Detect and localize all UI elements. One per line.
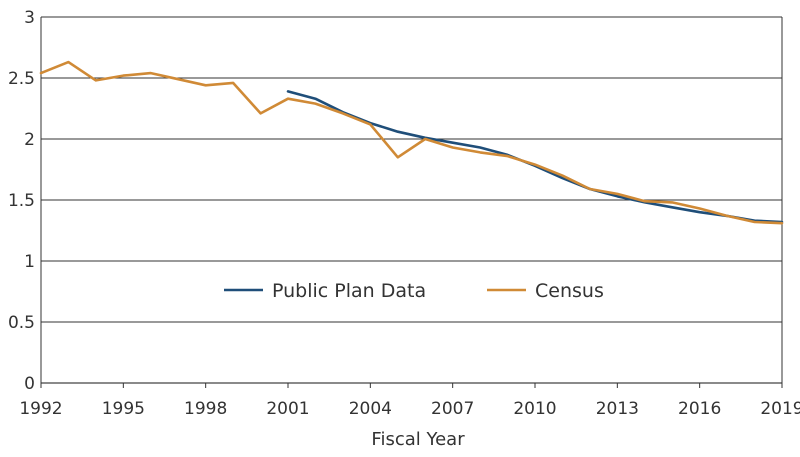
y-tick-label: 1 [24,252,35,272]
series-lines [39,60,784,225]
x-tick-label: 1995 [102,399,145,419]
x-tick-label: 1998 [184,399,227,419]
x-tick-label: 2010 [513,399,556,419]
y-tick-label: 3 [24,8,35,28]
grid [41,16,782,384]
y-tick-label: 1.5 [8,191,35,211]
series-line-public-plan-data [286,90,784,224]
y-tick-label: 2 [24,130,35,150]
legend-label: Public Plan Data [272,280,426,302]
y-tick-label: 0.5 [8,313,35,333]
legend-label: Census [535,280,604,302]
x-axis-title: Fiscal Year [371,429,465,450]
y-tick-label: 2.5 [8,69,35,89]
x-tick-label: 2019 [760,399,800,419]
y-tick-label: 0 [24,374,35,394]
x-tick-label: 2007 [431,399,474,419]
legend: Public Plan Data Census [224,280,604,302]
series-line-census [39,60,784,225]
x-tick-label: 2013 [596,399,639,419]
axes: 0 0.5 1 1.5 2 2.5 3 1992 1995 1998 2001 2004 2007 201… [8,8,800,419]
x-tick-label: 2016 [678,399,721,419]
x-tick-label: 2004 [349,399,392,419]
x-tick-label: 2001 [266,399,309,419]
x-tick-label: 1992 [19,399,62,419]
